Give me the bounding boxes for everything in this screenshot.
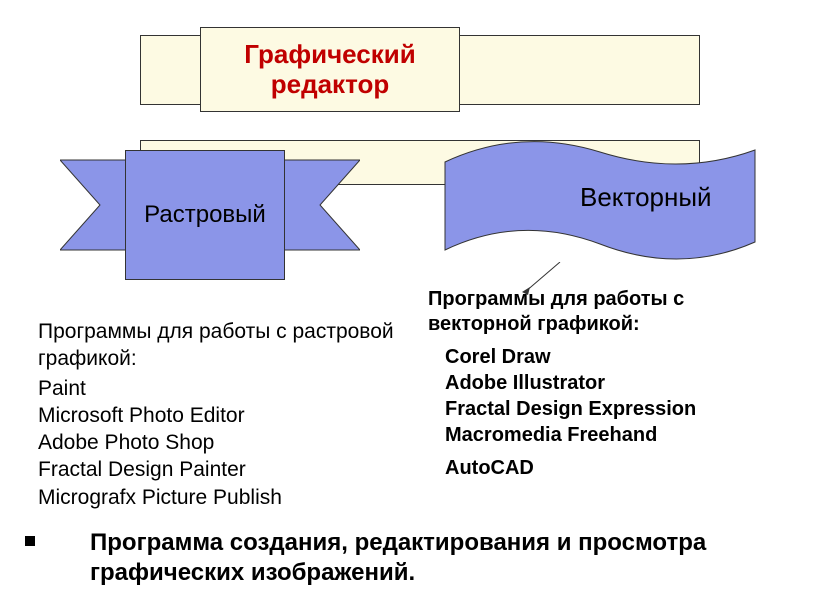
title-inner-box: Графический редактор [200,27,460,112]
raster-program-item: Micrografx Picture Publish [38,484,408,511]
vector-programs-title: Программы для работы с векторной графико… [428,287,758,337]
vector-program-extra: AutoCAD [445,457,534,480]
raster-box: Растровый [125,150,285,280]
vector-label: Векторный [580,182,712,213]
raster-program-item: Adobe Photo Shop [38,429,408,456]
raster-program-item: Microsoft Photo Editor [38,402,408,429]
raster-label: Растровый [144,201,266,229]
vector-program-item: Corel Draw [445,344,696,370]
raster-programs-title: Программы для работы с растровой графико… [38,318,408,373]
main-title: Графический редактор [201,40,459,100]
footer-description: Программа создания, редактирования и про… [90,528,730,588]
bullet-icon [25,536,35,546]
raster-programs-block: Программы для работы с растровой графико… [38,318,408,511]
vector-program-item: Adobe Illustrator [445,370,696,396]
vector-programs-list: Corel Draw Adobe Illustrator Fractal Des… [445,344,696,448]
raster-program-item: Paint [38,375,408,402]
raster-program-item: Fractal Design Painter [38,456,408,483]
vector-program-item: Macromedia Freehand [445,422,696,448]
vector-program-item: Fractal Design Expression [445,396,696,422]
